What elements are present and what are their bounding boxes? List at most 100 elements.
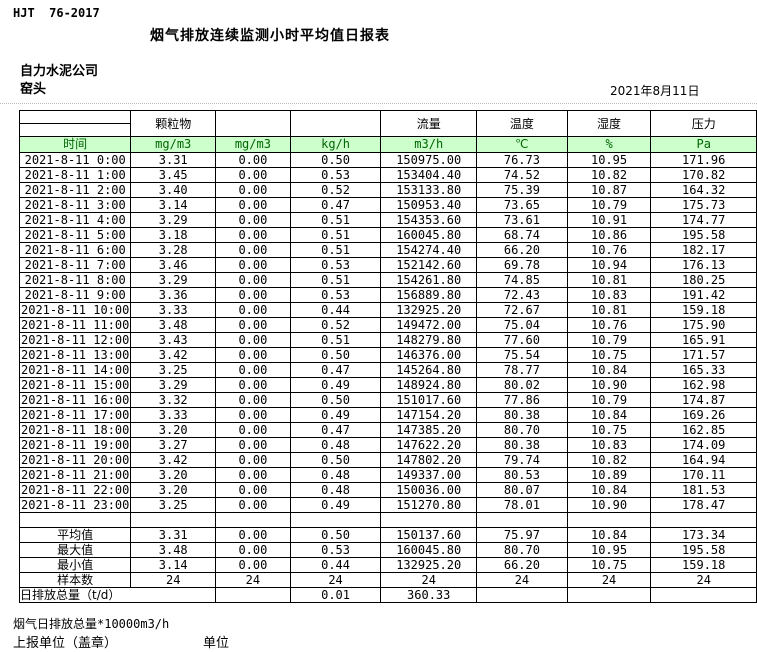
- table-row: 2021-8-11 13:00 3.42 0.00 0.50 146376.00 75.5…: [18, 347, 757, 363]
- summary-label: 最小值: [18, 557, 132, 573]
- value-cell: 149472.00: [380, 317, 478, 333]
- time-cell: 2021-8-11 17:00: [18, 407, 132, 423]
- time-cell: 2021-8-11 0:00: [18, 152, 132, 168]
- unit-cell: ℃: [476, 136, 568, 153]
- value-cell: 3.33: [130, 407, 217, 423]
- time-cell: 2021-8-11 5:00: [18, 227, 132, 243]
- page-title: 烟气排放连续监测小时平均值日报表: [150, 28, 390, 44]
- value-cell: 3.43: [130, 332, 217, 348]
- value-cell: 80.02: [476, 377, 568, 393]
- summary-value-cell: 0.50: [289, 527, 382, 543]
- value-cell: 3.45: [130, 167, 217, 183]
- time-cell: 2021-8-11 16:00: [18, 392, 132, 408]
- value-cell: 149337.00: [380, 467, 478, 483]
- daily-total-cell: [476, 587, 568, 603]
- daily-total-cell: [215, 587, 291, 603]
- value-cell: 169.26: [650, 407, 757, 423]
- value-cell: 151017.60: [380, 392, 478, 408]
- value-cell: 0.51: [289, 227, 382, 243]
- value-cell: 147802.20: [380, 452, 478, 468]
- header-rows: 颗粒物 流量 温度 湿度 压力 时间 mg/m3 mg/m3 kg/h m3/h…: [18, 110, 757, 153]
- table-row: 2021-8-11 6:00 3.28 0.00 0.51 154274.40 66.20…: [18, 242, 757, 258]
- time-cell: 2021-8-11 13:00: [18, 347, 132, 363]
- value-cell: 10.75: [566, 347, 652, 363]
- value-cell: 153133.80: [380, 182, 478, 198]
- value-cell: 171.96: [650, 152, 757, 168]
- value-cell: 159.18: [650, 302, 757, 318]
- summary-label: 平均值: [18, 527, 132, 543]
- units-row: 时间 mg/m3 mg/m3 kg/h m3/h ℃ % Pa: [18, 136, 757, 153]
- value-cell: 154353.60: [380, 212, 478, 228]
- value-cell: 77.60: [476, 332, 568, 348]
- summary-row: 样本数 24 24 24 24 24 24 24: [18, 572, 757, 588]
- unit-cell: Pa: [650, 136, 757, 153]
- value-cell: 10.81: [566, 272, 652, 288]
- value-cell: 80.38: [476, 407, 568, 423]
- summary-value-cell: 66.20: [476, 557, 568, 573]
- value-cell: 0.52: [289, 182, 382, 198]
- summary-row: 最小值 3.14 0.00 0.44 132925.20 66.20 10.75 159.18: [18, 557, 757, 573]
- summary-value-cell: 80.70: [476, 542, 568, 558]
- time-cell: 2021-8-11 19:00: [18, 437, 132, 453]
- table-row: 2021-8-11 12:00 3.43 0.00 0.51 148279.80 77.6…: [18, 332, 757, 348]
- value-cell: 0.00: [215, 452, 291, 468]
- summary-value-cell: 195.58: [650, 542, 757, 558]
- value-cell: 66.20: [476, 242, 568, 258]
- time-cell: 2021-8-11 14:00: [18, 362, 132, 378]
- time-cell: 2021-8-11 6:00: [18, 242, 132, 258]
- value-cell: 0.44: [289, 302, 382, 318]
- value-cell: 0.48: [289, 437, 382, 453]
- table-row: 2021-8-11 21:00 3.20 0.00 0.48 149337.00 80.5…: [18, 467, 757, 483]
- col-header-flow: 流量: [380, 110, 478, 137]
- value-cell: 10.94: [566, 257, 652, 273]
- unit-label: 单位: [203, 636, 230, 651]
- time-cell: 2021-8-11 22:00: [18, 482, 132, 498]
- group-header-row: 颗粒物 流量 温度 湿度 压力: [18, 110, 757, 137]
- value-cell: 10.84: [566, 362, 652, 378]
- value-cell: 3.20: [130, 422, 217, 438]
- value-cell: 78.77: [476, 362, 568, 378]
- value-cell: 191.42: [650, 287, 757, 303]
- value-cell: 80.53: [476, 467, 568, 483]
- table-row: 2021-8-11 20:00 3.42 0.00 0.50 147802.20 79.7…: [18, 452, 757, 468]
- table-row: 2021-8-11 3:00 3.14 0.00 0.47 150953.40 73.65…: [18, 197, 757, 213]
- value-cell: 132925.20: [380, 302, 478, 318]
- value-cell: 3.40: [130, 182, 217, 198]
- value-cell: 164.94: [650, 452, 757, 468]
- value-cell: 3.25: [130, 497, 217, 513]
- value-cell: 10.82: [566, 167, 652, 183]
- value-cell: 145264.80: [380, 362, 478, 378]
- value-cell: 3.27: [130, 437, 217, 453]
- value-cell: 3.33: [130, 302, 217, 318]
- value-cell: 10.83: [566, 437, 652, 453]
- table-row: 2021-8-11 14:00 3.25 0.00 0.47 145264.80 78.7…: [18, 362, 757, 378]
- value-cell: 0.51: [289, 332, 382, 348]
- table-row: 2021-8-11 9:00 3.36 0.00 0.53 156889.80 72.43…: [18, 287, 757, 303]
- corner-cell-top: [18, 110, 132, 124]
- value-cell: 3.20: [130, 467, 217, 483]
- value-cell: 182.17: [650, 242, 757, 258]
- value-cell: 10.75: [566, 422, 652, 438]
- value-cell: 3.46: [130, 257, 217, 273]
- summary-value-cell: 24: [289, 572, 382, 588]
- table-row: 2021-8-11 15:00 3.29 0.00 0.49 148924.80 80.0…: [18, 377, 757, 393]
- table-row: 2021-8-11 16:00 3.32 0.00 0.50 151017.60 77.8…: [18, 392, 757, 408]
- value-cell: 3.28: [130, 242, 217, 258]
- spacer-row: [18, 512, 757, 528]
- value-cell: 0.00: [215, 257, 291, 273]
- value-cell: 75.39: [476, 182, 568, 198]
- value-cell: 10.89: [566, 467, 652, 483]
- value-cell: 3.36: [130, 287, 217, 303]
- value-cell: 0.00: [215, 377, 291, 393]
- summary-value-cell: 24: [130, 572, 217, 588]
- table-row: 2021-8-11 11:00 3.48 0.00 0.52 149472.00 75.0…: [18, 317, 757, 333]
- value-cell: 170.11: [650, 467, 757, 483]
- table-row: 2021-8-11 0:00 3.31 0.00 0.50 150975.00 76.73…: [18, 152, 757, 168]
- value-cell: 69.78: [476, 257, 568, 273]
- summary-value-cell: 10.95: [566, 542, 652, 558]
- value-cell: 0.00: [215, 362, 291, 378]
- value-cell: 160045.80: [380, 227, 478, 243]
- daily-total-row: 日排放总量（t/d） 0.01 360.33: [18, 587, 757, 603]
- value-cell: 80.70: [476, 422, 568, 438]
- summary-value-cell: 75.97: [476, 527, 568, 543]
